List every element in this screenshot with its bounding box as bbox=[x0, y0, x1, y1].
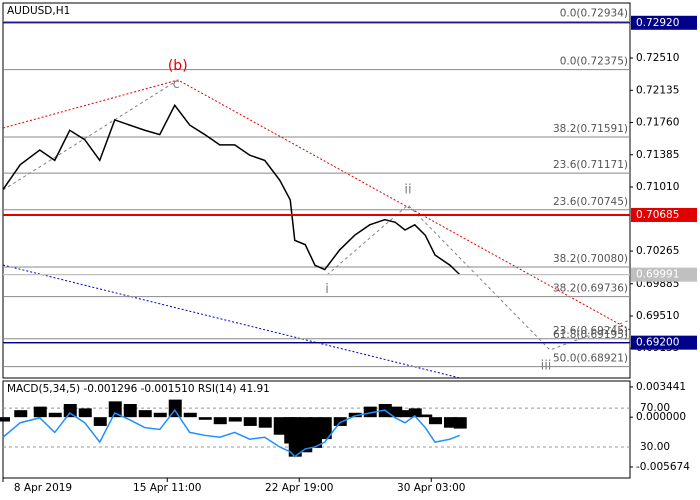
wave-line bbox=[2, 79, 179, 191]
macd-bar bbox=[153, 412, 167, 418]
macd-bar bbox=[14, 410, 28, 418]
macd-bar bbox=[48, 412, 62, 418]
macd-bar bbox=[33, 406, 47, 418]
indicator-title: MACD(5,34,5) -0.001296 -0.001510 RSI(14)… bbox=[7, 383, 270, 395]
level-label: 0.69991 bbox=[636, 269, 679, 281]
fib-label: 23.6(0.70745) bbox=[553, 196, 628, 208]
fib-label: 38.2(0.71591) bbox=[553, 123, 628, 135]
main-frame bbox=[2, 2, 631, 379]
x-tick-label: 8 Apr 2019 bbox=[14, 482, 72, 494]
y2-tick-label: 30.00 bbox=[640, 441, 670, 453]
macd-bar bbox=[123, 403, 137, 418]
macd-bar bbox=[108, 401, 122, 418]
macd-bar bbox=[243, 417, 257, 426]
y-tick-label: 0.72510 bbox=[636, 52, 679, 64]
x-tick-label: 15 Apr 11:00 bbox=[133, 482, 201, 494]
y-tick-label: 0.71385 bbox=[636, 149, 679, 161]
macd-bar bbox=[273, 417, 287, 435]
trend-line bbox=[2, 264, 461, 379]
wave-label: ii bbox=[404, 182, 411, 197]
macd-bar bbox=[78, 408, 92, 418]
macd-bar bbox=[399, 410, 412, 418]
macd-bar bbox=[318, 417, 332, 440]
price-line bbox=[2, 103, 461, 276]
level-box bbox=[631, 207, 697, 222]
macd-bar bbox=[228, 417, 242, 422]
fib-label: 23.6(0.71171) bbox=[553, 159, 628, 171]
wave-label: (b) bbox=[168, 58, 188, 74]
macd-bar bbox=[288, 417, 302, 457]
macd-bar bbox=[0, 417, 10, 422]
level-label: 0.70685 bbox=[636, 209, 679, 221]
wave-label: i bbox=[325, 282, 329, 297]
y-tick-label: 0.000000 bbox=[636, 411, 686, 423]
fib-label: 38.2(0.69736) bbox=[553, 283, 628, 295]
level-box bbox=[631, 15, 697, 30]
drawings bbox=[2, 79, 631, 379]
fib-label: 23.6(0.69245) bbox=[553, 325, 628, 337]
fib-label: 61.8(0.69195) bbox=[553, 329, 628, 341]
x-tick-label: 30 Apr 03:00 bbox=[397, 482, 465, 494]
macd-bar bbox=[258, 417, 272, 428]
fib-label: 0.0(0.72934) bbox=[560, 8, 628, 20]
macd-bar bbox=[198, 417, 212, 420]
macd-bar bbox=[444, 417, 457, 428]
y-tick-label: 0.69510 bbox=[636, 310, 679, 322]
wave-label: c bbox=[173, 77, 180, 92]
y-tick-label: 0.71010 bbox=[636, 181, 679, 193]
y-tick-label: 0.70265 bbox=[636, 245, 679, 257]
fib-label: 38.2(0.70080) bbox=[553, 253, 628, 265]
macd-bar bbox=[363, 406, 377, 418]
x-tick-label: 22 Apr 19:00 bbox=[265, 482, 333, 494]
macd-bar bbox=[389, 406, 403, 418]
y-tick-label: 0.71760 bbox=[636, 117, 679, 129]
macd-bar bbox=[429, 417, 442, 425]
fib-label: 50.0(0.68921) bbox=[553, 353, 628, 365]
level-box bbox=[631, 267, 697, 282]
y-tick-label: -0.005674 bbox=[636, 461, 690, 473]
macd-bar bbox=[183, 412, 197, 418]
level-label: 0.72920 bbox=[636, 17, 679, 29]
level-label: 0.69200 bbox=[636, 337, 679, 349]
y-tick-label: 0.72135 bbox=[636, 84, 679, 96]
macd-bar bbox=[138, 410, 152, 418]
y2-tick-label: 70.00 bbox=[640, 402, 670, 414]
macd-bar bbox=[453, 417, 467, 429]
macd-bar bbox=[333, 417, 347, 426]
rsi-line bbox=[2, 408, 461, 458]
macd-bar bbox=[408, 408, 422, 418]
fib-label: 0.0(0.72375) bbox=[560, 56, 628, 68]
chart-title: AUDUSD,H1 bbox=[7, 5, 70, 17]
macd-bar bbox=[93, 417, 107, 426]
wave-label: iii bbox=[541, 358, 552, 373]
macd-bar bbox=[63, 403, 77, 418]
macd-bar bbox=[419, 414, 433, 418]
level-box bbox=[631, 335, 697, 350]
macd-bar bbox=[348, 412, 362, 418]
y-tick-label: 0.003441 bbox=[636, 381, 686, 393]
macd-bar bbox=[213, 417, 227, 425]
